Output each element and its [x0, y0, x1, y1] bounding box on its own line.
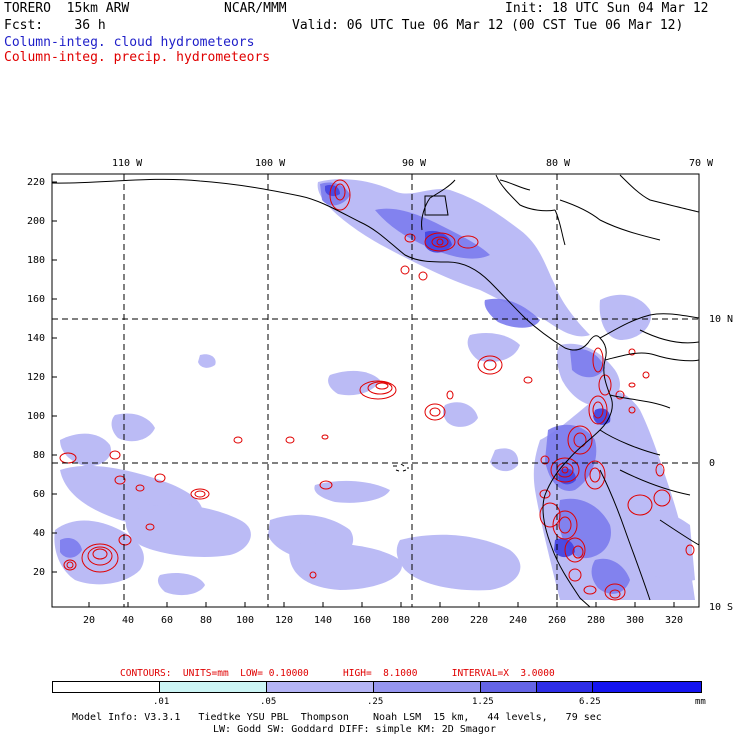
colorbar-label: .25 — [367, 697, 384, 707]
organization-label: NCAR/MMM — [224, 1, 287, 16]
y-label: 220 — [27, 177, 46, 188]
x-label: 120 — [275, 615, 294, 626]
y-label: 120 — [27, 372, 46, 383]
y-label: 160 — [27, 294, 46, 305]
y-label: 20 — [33, 567, 46, 578]
coastlines — [52, 174, 699, 607]
model-title: TORERO 15km ARW — [4, 1, 130, 16]
forecast-hour: Fcst: 36 h — [4, 18, 106, 33]
x-label: 220 — [470, 615, 489, 626]
x-label: 40 — [122, 615, 135, 626]
x-label: 320 — [665, 615, 684, 626]
colorbar-swatch — [373, 681, 481, 693]
x-label: 300 — [626, 615, 645, 626]
hydrometeor-shading — [54, 179, 695, 600]
x-label: 240 — [509, 615, 528, 626]
axis-ticks — [52, 181, 675, 607]
lat-lon-grid — [52, 174, 699, 607]
colorbar-label: 6.25 — [579, 697, 601, 707]
x-label: 280 — [587, 615, 606, 626]
x-label: 80 — [200, 615, 213, 626]
x-label: 140 — [314, 615, 333, 626]
x-label: 160 — [353, 615, 372, 626]
init-time: Init: 18 UTC Sun 04 Mar 12 — [505, 1, 709, 16]
lat-label-10s: 10 S — [709, 602, 734, 613]
lon-label-90w: 90 W — [402, 158, 427, 169]
colorbar-label: .01 — [153, 697, 170, 707]
map-frame — [51, 173, 700, 608]
colorbar-unit: mm — [695, 697, 706, 707]
x-label: 20 — [83, 615, 96, 626]
physics-info: LW: Godd SW: Goddard DIFF: simple KM: 2D… — [213, 724, 496, 735]
y-label: 40 — [33, 528, 46, 539]
colorbar-swatch — [592, 681, 702, 693]
lon-label-80w: 80 W — [546, 158, 571, 169]
x-label: 180 — [392, 615, 411, 626]
lon-label-110w: 110 W — [112, 158, 143, 169]
y-label: 60 — [33, 489, 46, 500]
y-label: 80 — [33, 450, 46, 461]
colorbar-swatch — [536, 681, 593, 693]
colorbar-label: .05 — [260, 697, 277, 707]
lat-label-10n: 10 N — [709, 314, 734, 325]
lat-label-0: 0 — [709, 458, 716, 469]
lon-label-70w: 70 W — [689, 158, 714, 169]
x-label: 200 — [431, 615, 450, 626]
y-label: 140 — [27, 333, 46, 344]
x-label: 60 — [161, 615, 174, 626]
colorbar-label: 1.25 — [472, 697, 494, 707]
model-info: Model Info: V3.3.1 Tiedtke YSU PBL Thomp… — [72, 712, 602, 723]
colorbar-swatch — [159, 681, 267, 693]
colorbar-swatch — [480, 681, 537, 693]
colorbar-swatch — [52, 681, 160, 693]
y-label: 200 — [27, 216, 46, 227]
valid-time: Valid: 06 UTC Tue 06 Mar 12 (00 CST Tue … — [292, 18, 684, 33]
lon-label-100w: 100 W — [255, 158, 286, 169]
contours-info: CONTOURS: UNITS=mm LOW= 0.10000 HIGH= 8.… — [120, 668, 555, 679]
x-label: 260 — [548, 615, 567, 626]
x-label: 100 — [236, 615, 255, 626]
field-precip-label: Column-integ. precip. hydrometeors — [4, 50, 271, 65]
colorbar-swatch — [266, 681, 374, 693]
y-label: 100 — [27, 411, 46, 422]
field-cloud-label: Column-integ. cloud hydrometeors — [4, 35, 255, 50]
y-label: 180 — [27, 255, 46, 266]
